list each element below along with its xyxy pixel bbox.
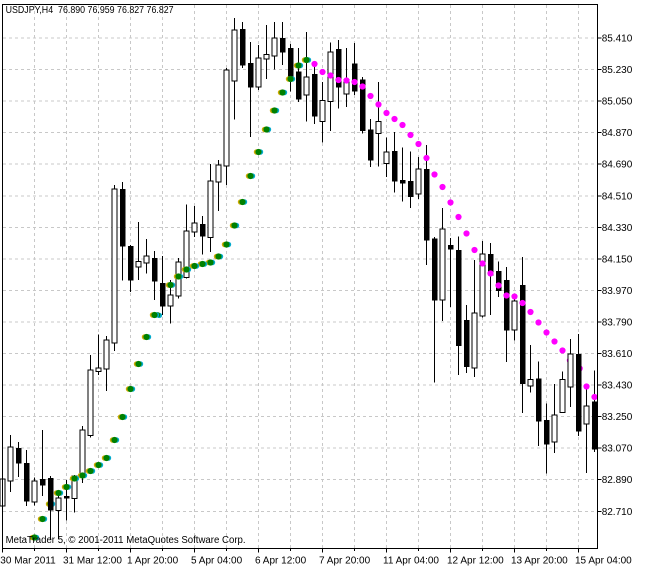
svg-text:85.050: 85.050: [602, 97, 633, 108]
svg-text:84.690: 84.690: [602, 160, 633, 171]
svg-text:83.610: 83.610: [602, 349, 633, 360]
svg-text:1 Apr 20:00: 1 Apr 20:00: [127, 556, 179, 567]
svg-text:82.710: 82.710: [602, 507, 633, 518]
svg-text:85.230: 85.230: [602, 65, 633, 76]
svg-text:31 Mar 12:00: 31 Mar 12:00: [63, 556, 122, 567]
svg-text:12 Apr 12:00: 12 Apr 12:00: [447, 556, 504, 567]
svg-text:5 Apr 04:00: 5 Apr 04:00: [191, 556, 243, 567]
svg-text:83.790: 83.790: [602, 318, 633, 329]
svg-text:6 Apr 12:00: 6 Apr 12:00: [255, 556, 307, 567]
svg-text:84.330: 84.330: [602, 223, 633, 234]
svg-text:11 Apr 04:00: 11 Apr 04:00: [383, 556, 439, 567]
svg-text:83.070: 83.070: [602, 444, 633, 455]
svg-text:30 Mar 2011: 30 Mar 2011: [0, 556, 56, 567]
svg-text:84.870: 84.870: [602, 128, 633, 139]
svg-text:USDJPY,H4 76.890 76.959 76.82: USDJPY,H4 76.890 76.959 76.827 76.827: [6, 5, 174, 16]
svg-text:83.430: 83.430: [602, 381, 633, 392]
svg-text:83.250: 83.250: [602, 412, 633, 423]
svg-text:15 Apr 04:00: 15 Apr 04:00: [575, 556, 632, 567]
svg-text:84.510: 84.510: [602, 191, 633, 202]
svg-text:85.410: 85.410: [602, 34, 633, 45]
svg-text:13 Apr 20:00: 13 Apr 20:00: [511, 556, 568, 567]
svg-text:7 Apr 20:00: 7 Apr 20:00: [319, 556, 371, 567]
svg-text:82.890: 82.890: [602, 475, 633, 486]
svg-text:MetaTrader 5, © 2001-2011 Meta: MetaTrader 5, © 2001-2011 MetaQuotes Sof…: [6, 535, 246, 546]
svg-text:83.970: 83.970: [602, 286, 633, 297]
svg-text:84.150: 84.150: [602, 254, 633, 265]
